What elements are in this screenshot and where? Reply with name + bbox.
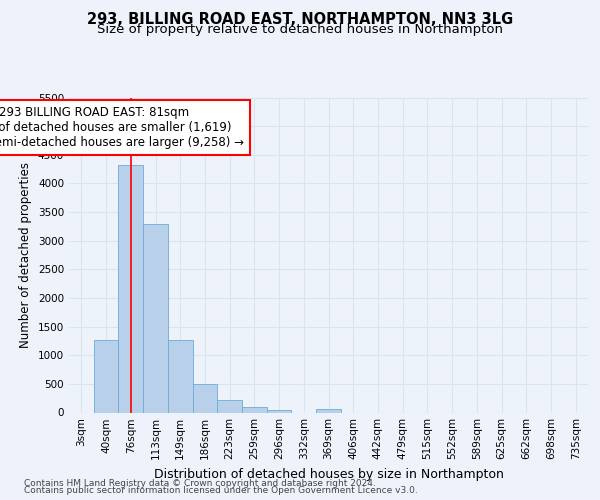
X-axis label: Distribution of detached houses by size in Northampton: Distribution of detached houses by size … xyxy=(154,468,503,481)
Text: Contains HM Land Registry data © Crown copyright and database right 2024.: Contains HM Land Registry data © Crown c… xyxy=(24,478,376,488)
Bar xyxy=(94,340,118,412)
Bar xyxy=(168,340,193,412)
Bar xyxy=(242,408,267,412)
Text: 293 BILLING ROAD EAST: 81sqm
← 15% of detached houses are smaller (1,619)
85% of: 293 BILLING ROAD EAST: 81sqm ← 15% of de… xyxy=(0,106,244,149)
Bar xyxy=(193,384,217,412)
Bar xyxy=(217,400,242,412)
Text: Size of property relative to detached houses in Northampton: Size of property relative to detached ho… xyxy=(97,22,503,36)
Bar xyxy=(143,224,168,412)
Text: 293, BILLING ROAD EAST, NORTHAMPTON, NN3 3LG: 293, BILLING ROAD EAST, NORTHAMPTON, NN3… xyxy=(87,12,513,28)
Text: Contains public sector information licensed under the Open Government Licence v3: Contains public sector information licen… xyxy=(24,486,418,495)
Y-axis label: Number of detached properties: Number of detached properties xyxy=(19,162,32,348)
Bar xyxy=(316,409,341,412)
Bar xyxy=(267,410,292,412)
Bar xyxy=(118,164,143,412)
